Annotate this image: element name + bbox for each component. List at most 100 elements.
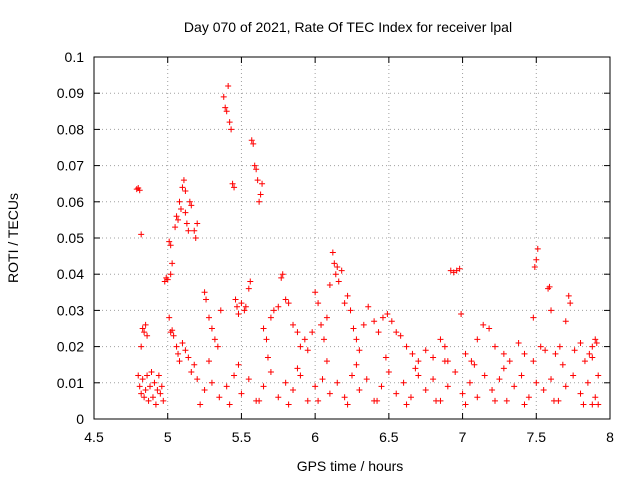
data-point — [323, 314, 330, 321]
data-point — [228, 126, 235, 133]
data-point — [312, 289, 319, 296]
data-point — [169, 327, 176, 334]
data-point — [138, 231, 145, 238]
data-point — [334, 263, 341, 270]
data-point — [556, 343, 563, 350]
data-point — [256, 397, 263, 404]
data-point — [548, 307, 555, 314]
data-point — [254, 177, 261, 184]
data-point — [282, 296, 289, 303]
data-point — [145, 397, 152, 404]
data-point — [256, 198, 263, 205]
data-point — [400, 379, 407, 386]
data-point — [135, 372, 142, 379]
data-point — [263, 336, 270, 343]
data-points — [133, 82, 602, 408]
data-point — [183, 220, 190, 227]
data-point — [565, 292, 572, 299]
data-point — [334, 379, 341, 386]
data-point — [331, 260, 338, 267]
data-point — [179, 339, 186, 346]
data-point — [191, 361, 198, 368]
data-point — [403, 401, 410, 408]
data-point — [533, 379, 540, 386]
data-point — [422, 347, 429, 354]
data-point — [335, 278, 342, 285]
data-point — [188, 368, 195, 375]
data-point — [433, 397, 440, 404]
data-point — [319, 376, 326, 383]
data-point — [567, 300, 574, 307]
data-point — [511, 383, 518, 390]
data-point — [201, 387, 208, 394]
data-point — [452, 368, 459, 375]
data-point — [589, 401, 596, 408]
data-point — [577, 390, 584, 397]
data-point — [282, 379, 289, 386]
data-point — [278, 274, 285, 281]
data-point — [356, 387, 363, 394]
data-point — [167, 271, 174, 278]
x-tick-label: 6 — [311, 429, 319, 445]
data-point — [301, 336, 308, 343]
data-point — [304, 397, 311, 404]
data-point — [344, 292, 351, 299]
y-tick-label: 0.02 — [57, 339, 84, 355]
data-point — [349, 372, 355, 379]
data-point — [437, 336, 444, 343]
data-point — [441, 343, 448, 350]
data-point — [285, 401, 292, 408]
data-point — [149, 394, 156, 401]
data-point — [231, 184, 238, 191]
data-point — [223, 108, 230, 115]
x-tick-label: 8 — [606, 429, 614, 445]
data-point — [356, 347, 363, 354]
data-point — [580, 401, 587, 408]
data-point — [235, 311, 242, 318]
grid-lines — [94, 57, 610, 419]
data-point — [259, 180, 266, 187]
data-point — [167, 242, 174, 249]
data-point — [148, 368, 155, 375]
data-point — [217, 307, 224, 314]
data-point — [136, 187, 143, 194]
data-point — [297, 343, 304, 350]
data-point — [595, 372, 602, 379]
data-point — [139, 325, 146, 332]
y-tick-label: 0.07 — [57, 158, 84, 174]
data-point — [175, 216, 182, 223]
data-point — [584, 379, 591, 386]
data-point — [353, 336, 360, 343]
data-point — [151, 379, 158, 386]
data-point — [326, 282, 333, 289]
data-point — [546, 283, 553, 290]
data-point — [142, 321, 149, 328]
chart-title: Day 070 of 2021, Rate Of TEC Index for r… — [184, 19, 512, 35]
data-point — [194, 376, 201, 383]
data-point — [444, 383, 451, 390]
x-tick-label: 5 — [164, 429, 172, 445]
data-point — [231, 372, 238, 379]
data-point — [144, 372, 151, 379]
data-point — [326, 390, 333, 397]
data-point — [194, 220, 201, 227]
data-point — [577, 339, 584, 346]
data-point — [260, 383, 267, 390]
axis-ticks: 0 0.01 0.02 0.03 0.04 0.05 0.06 0.07 0.08 0.09 0.1… — [57, 49, 614, 445]
data-point — [521, 401, 528, 408]
data-point — [173, 213, 180, 220]
data-point — [550, 397, 557, 404]
data-point — [144, 332, 151, 339]
data-point — [374, 397, 381, 404]
data-point — [229, 180, 236, 187]
data-point — [384, 311, 391, 318]
data-point — [279, 271, 286, 278]
data-point — [471, 361, 478, 368]
data-point — [177, 206, 184, 213]
data-point — [466, 379, 473, 386]
data-point — [562, 318, 569, 325]
data-point — [133, 186, 140, 193]
data-point — [571, 347, 578, 354]
y-tick-label: 0.1 — [65, 49, 85, 65]
data-point — [595, 401, 602, 408]
